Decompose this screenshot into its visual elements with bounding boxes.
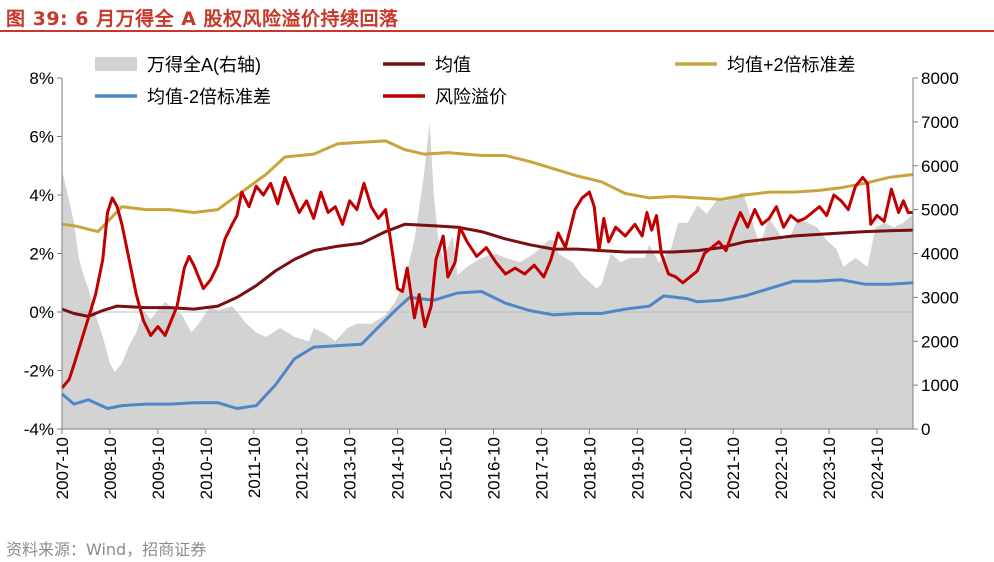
left-tick-label: -4%: [24, 420, 54, 439]
left-tick-label: 6%: [29, 128, 54, 147]
left-tick-label: -2%: [24, 362, 54, 381]
left-tick-label: 2%: [29, 245, 54, 264]
x-tick-label: 2019-10: [628, 437, 647, 499]
right-tick-label: 0: [921, 420, 930, 439]
legend-label: 均值: [435, 55, 471, 75]
x-tick-label: 2015-10: [437, 437, 456, 499]
right-tick-label: 1000: [921, 376, 959, 395]
axes-layer: -4% -2% 0% 2% 4% 6% 8% 0 1000 2000 3000 4000 5000 600…: [24, 69, 959, 499]
right-tick-label: 8000: [921, 69, 959, 88]
right-tick-label: 7000: [921, 113, 959, 132]
x-tick-label: 2018-10: [580, 437, 599, 499]
chart-title: 图 39: 6 月万得全 A 股权风险溢价持续回落: [6, 8, 399, 30]
right-tick-label: 6000: [921, 157, 959, 176]
right-tick-label: 3000: [921, 288, 959, 307]
source-note: 资料来源：Wind，招商证券: [6, 540, 207, 559]
right-tick-label: 4000: [921, 245, 959, 264]
x-tick-label: 2008-10: [101, 437, 120, 499]
legend-swatch-area: [95, 57, 137, 71]
chart-canvas: -4% -2% 0% 2% 4% 6% 8% 0 1000 2000 3000 4000 5000 600…: [24, 55, 959, 499]
title-divider: [0, 30, 994, 32]
x-tick-label: 2024-10: [868, 437, 887, 499]
x-tick-label: 2013-10: [341, 437, 360, 499]
legend-label: 风险溢价: [435, 87, 507, 107]
area-layer: [62, 121, 913, 430]
x-tick-label: 2007-10: [53, 437, 72, 499]
x-tick-label: 2011-10: [245, 437, 264, 498]
x-tick-label: 2022-10: [772, 437, 791, 499]
left-tick-label: 4%: [29, 186, 54, 205]
x-tick-label: 2016-10: [485, 437, 504, 499]
risk-premium-line: [60, 175, 913, 390]
x-tick-label: 2014-10: [389, 437, 408, 499]
line-layer: [60, 139, 914, 410]
upper-band-line: [61, 139, 914, 234]
legend-label: 均值-2倍标准差: [147, 87, 271, 107]
lower-band-line: [61, 278, 914, 410]
x-tick-label: 2012-10: [293, 437, 312, 499]
left-tick-label: 0%: [29, 303, 54, 322]
index-area: [62, 121, 913, 430]
right-tick-label: 5000: [921, 201, 959, 220]
x-tick-label: 2020-10: [676, 437, 695, 499]
x-tick-label: 2009-10: [149, 437, 168, 499]
legend-label: 均值+2倍标准差: [727, 55, 856, 75]
legend-label: 万得全A(右轴): [147, 55, 261, 75]
x-tick-label: 2010-10: [197, 437, 216, 499]
x-tick-label: 2017-10: [532, 437, 551, 499]
right-tick-label: 2000: [921, 332, 959, 351]
left-tick-label: 8%: [29, 69, 54, 88]
x-tick-label: 2023-10: [820, 437, 839, 499]
x-tick-label: 2021-10: [724, 437, 743, 499]
